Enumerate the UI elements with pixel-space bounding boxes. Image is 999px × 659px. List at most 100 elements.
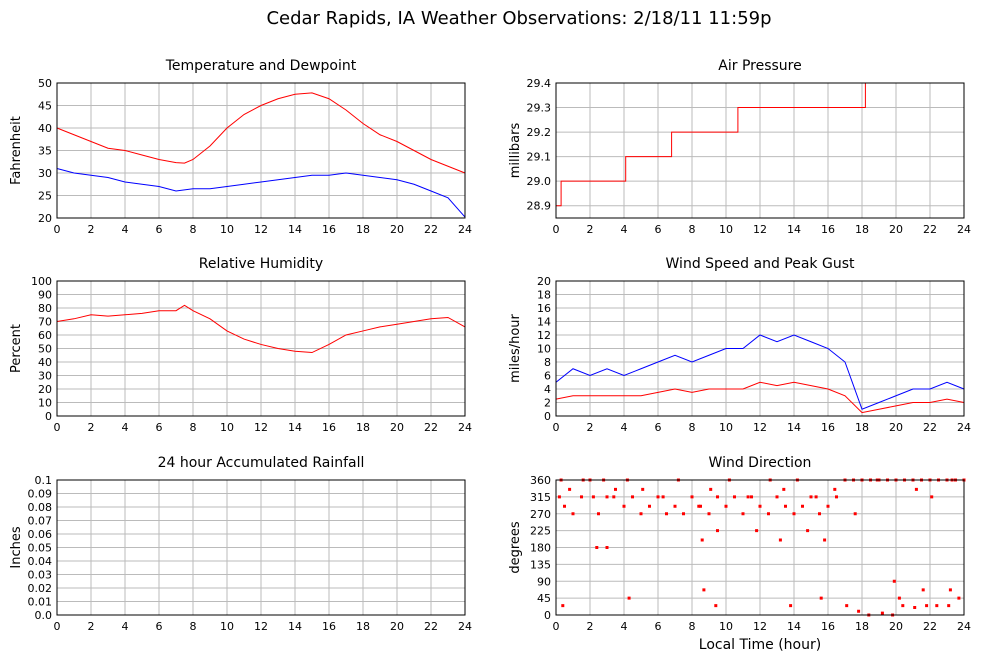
y-tick-label: 70 bbox=[38, 316, 52, 329]
y-tick-label: 225 bbox=[530, 525, 551, 538]
plot-frame bbox=[555, 479, 965, 616]
y-tick-label: 0.1 bbox=[35, 474, 53, 487]
y-tick-label: 35 bbox=[38, 145, 52, 158]
x-tick-label: 2 bbox=[88, 620, 95, 633]
data-point bbox=[627, 596, 631, 600]
x-tick-label: 16 bbox=[322, 223, 336, 236]
data-point bbox=[682, 512, 685, 516]
y-tick-label: 10 bbox=[38, 397, 52, 410]
x-tick-label: 24 bbox=[957, 620, 971, 633]
x-tick-label: 10 bbox=[220, 223, 234, 236]
x-tick-label: 20 bbox=[390, 421, 404, 434]
data-point bbox=[957, 596, 961, 600]
y-tick-label: 0.04 bbox=[28, 555, 53, 568]
x-tick-label: 18 bbox=[356, 223, 370, 236]
y-axis-label: Inches bbox=[9, 526, 24, 568]
data-point bbox=[614, 487, 617, 491]
data-point bbox=[809, 495, 813, 499]
data-point bbox=[801, 504, 804, 508]
data-point bbox=[857, 609, 861, 613]
data-point bbox=[707, 512, 711, 516]
y-tick-label: 0 bbox=[544, 410, 551, 423]
x-tick-label: 2 bbox=[587, 620, 594, 633]
data-point bbox=[709, 487, 713, 491]
x-tick-label: 14 bbox=[288, 223, 302, 236]
y-tick-label: 10 bbox=[537, 343, 551, 356]
y-tick-label: 0.03 bbox=[28, 569, 53, 582]
data-point bbox=[595, 546, 599, 549]
data-point bbox=[782, 487, 786, 491]
y-tick-label: 18 bbox=[537, 289, 551, 302]
y-axis-label: Fahrenheit bbox=[9, 116, 24, 185]
data-point bbox=[622, 504, 626, 508]
chart-pressure: 0 2 4 6 8 10 12 14 16 18 20 22 2428.929.029.129.229.… bbox=[508, 58, 971, 236]
y-tick-label: 60 bbox=[38, 329, 52, 342]
y-tick-label: 180 bbox=[530, 542, 551, 555]
y-tick-label: 360 bbox=[530, 474, 551, 487]
x-tick-label: 0 bbox=[553, 223, 560, 236]
x-tick-label: 6 bbox=[156, 223, 163, 236]
x-tick-label: 2 bbox=[587, 421, 594, 434]
x-tick-label: 10 bbox=[220, 421, 234, 434]
y-tick-label: 29.1 bbox=[527, 151, 552, 164]
data-point bbox=[699, 504, 702, 508]
y-tick-label: 80 bbox=[38, 302, 52, 315]
data-point bbox=[612, 495, 616, 499]
data-point bbox=[758, 504, 762, 508]
plot-frame bbox=[56, 82, 466, 219]
x-tick-label: 8 bbox=[689, 421, 696, 434]
x-tick-label: 22 bbox=[424, 620, 438, 633]
y-tick-label: 2 bbox=[544, 397, 551, 410]
x-tick-label: 6 bbox=[655, 421, 662, 434]
data-point bbox=[806, 529, 810, 533]
data-point bbox=[935, 604, 939, 608]
y-tick-label: 29.4 bbox=[527, 77, 552, 90]
x-tick-label: 12 bbox=[753, 421, 767, 434]
y-tick-label: 40 bbox=[38, 122, 52, 135]
series-line-1 bbox=[56, 304, 466, 354]
y-tick-label: 0.05 bbox=[28, 542, 53, 555]
x-tick-label: 12 bbox=[254, 620, 268, 633]
panel-title: Wind Direction bbox=[709, 455, 812, 471]
x-tick-label: 8 bbox=[190, 421, 197, 434]
y-tick-label: 270 bbox=[530, 508, 551, 521]
x-tick-label: 2 bbox=[88, 421, 95, 434]
x-tick-label: 24 bbox=[458, 620, 472, 633]
data-point bbox=[702, 588, 706, 592]
y-tick-label: 0.07 bbox=[28, 515, 53, 528]
data-point bbox=[661, 495, 665, 499]
data-point bbox=[591, 495, 595, 499]
x-tick-label: 12 bbox=[254, 421, 268, 434]
data-point bbox=[641, 487, 645, 491]
x-tick-label: 10 bbox=[220, 620, 234, 633]
data-point bbox=[724, 504, 728, 508]
data-point bbox=[665, 512, 668, 516]
plot-frame bbox=[56, 280, 466, 417]
x-tick-label: 6 bbox=[655, 223, 662, 236]
y-tick-label: 90 bbox=[38, 289, 52, 302]
data-point bbox=[605, 495, 609, 499]
y-tick-label: 100 bbox=[31, 275, 52, 288]
y-tick-label: 0.02 bbox=[28, 582, 53, 595]
x-tick-label: 14 bbox=[787, 620, 801, 633]
x-tick-label: 4 bbox=[621, 421, 628, 434]
y-tick-label: 0.08 bbox=[28, 501, 53, 514]
series-line-1 bbox=[556, 82, 964, 207]
y-tick-label: 20 bbox=[537, 275, 551, 288]
panel-title: Wind Speed and Peak Gust bbox=[666, 256, 855, 272]
data-point bbox=[775, 495, 779, 499]
page-title: Cedar Rapids, IA Weather Observations: 2… bbox=[266, 8, 771, 29]
y-axis-label: millibars bbox=[508, 123, 523, 179]
data-point bbox=[947, 604, 951, 608]
y-tick-label: 25 bbox=[38, 190, 52, 203]
y-tick-label: 28.9 bbox=[527, 200, 552, 213]
x-tick-label: 4 bbox=[122, 223, 129, 236]
x-tick-label: 14 bbox=[288, 620, 302, 633]
data-point bbox=[741, 512, 745, 516]
data-point bbox=[901, 604, 905, 608]
data-point bbox=[571, 512, 575, 516]
series-line-1 bbox=[555, 334, 965, 410]
x-tick-label: 14 bbox=[288, 421, 302, 434]
x-tick-label: 2 bbox=[88, 223, 95, 236]
data-point bbox=[914, 487, 918, 491]
